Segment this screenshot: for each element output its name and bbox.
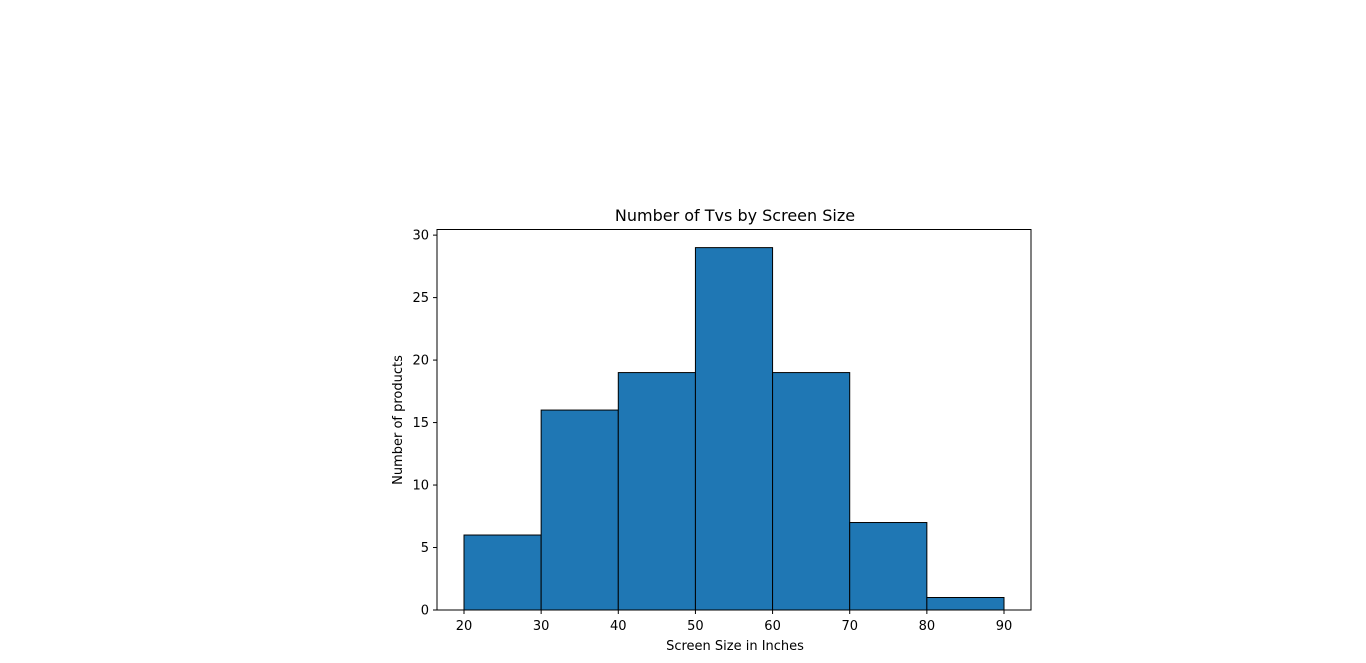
x-tick-label: 60 <box>764 619 781 634</box>
y-tick-label: 15 <box>412 416 429 431</box>
x-tick-label: 90 <box>996 619 1013 634</box>
y-tick-label: 5 <box>421 541 429 556</box>
y-tick-label: 25 <box>412 291 429 306</box>
y-tick-label: 10 <box>412 479 429 494</box>
y-tick-label: 30 <box>412 229 429 244</box>
x-axis-label: Screen Size in Inches <box>666 639 804 654</box>
x-tick-label: 20 <box>456 619 473 634</box>
x-tick-label: 70 <box>841 619 858 634</box>
histogram-bar-70-80 <box>849 522 928 611</box>
x-tick-label: 40 <box>610 619 627 634</box>
histogram-bar-20-30 <box>463 534 542 611</box>
histogram-bar-40-50 <box>617 372 696 611</box>
y-tick-label: 20 <box>412 354 429 369</box>
bars <box>463 247 1005 611</box>
x-tick-label: 50 <box>687 619 704 634</box>
y-tick-label: 0 <box>421 604 429 619</box>
chart-title: Number of Tvs by Screen Size <box>615 206 855 225</box>
x-tick-label: 80 <box>919 619 936 634</box>
histogram-bar-50-60 <box>694 247 774 611</box>
histogram-bar-80-90 <box>926 597 1005 611</box>
x-tick-label: 30 <box>533 619 550 634</box>
histogram-bar-30-40 <box>540 409 619 611</box>
histogram-bar-60-70 <box>772 372 851 611</box>
y-axis-ticks: 0 5 10 15 20 25 30 <box>412 229 437 619</box>
plot-frame <box>436 229 1032 611</box>
x-axis-ticks: 20 30 40 50 60 70 80 90 <box>456 610 1013 634</box>
y-axis-label: Number of products <box>391 355 406 485</box>
